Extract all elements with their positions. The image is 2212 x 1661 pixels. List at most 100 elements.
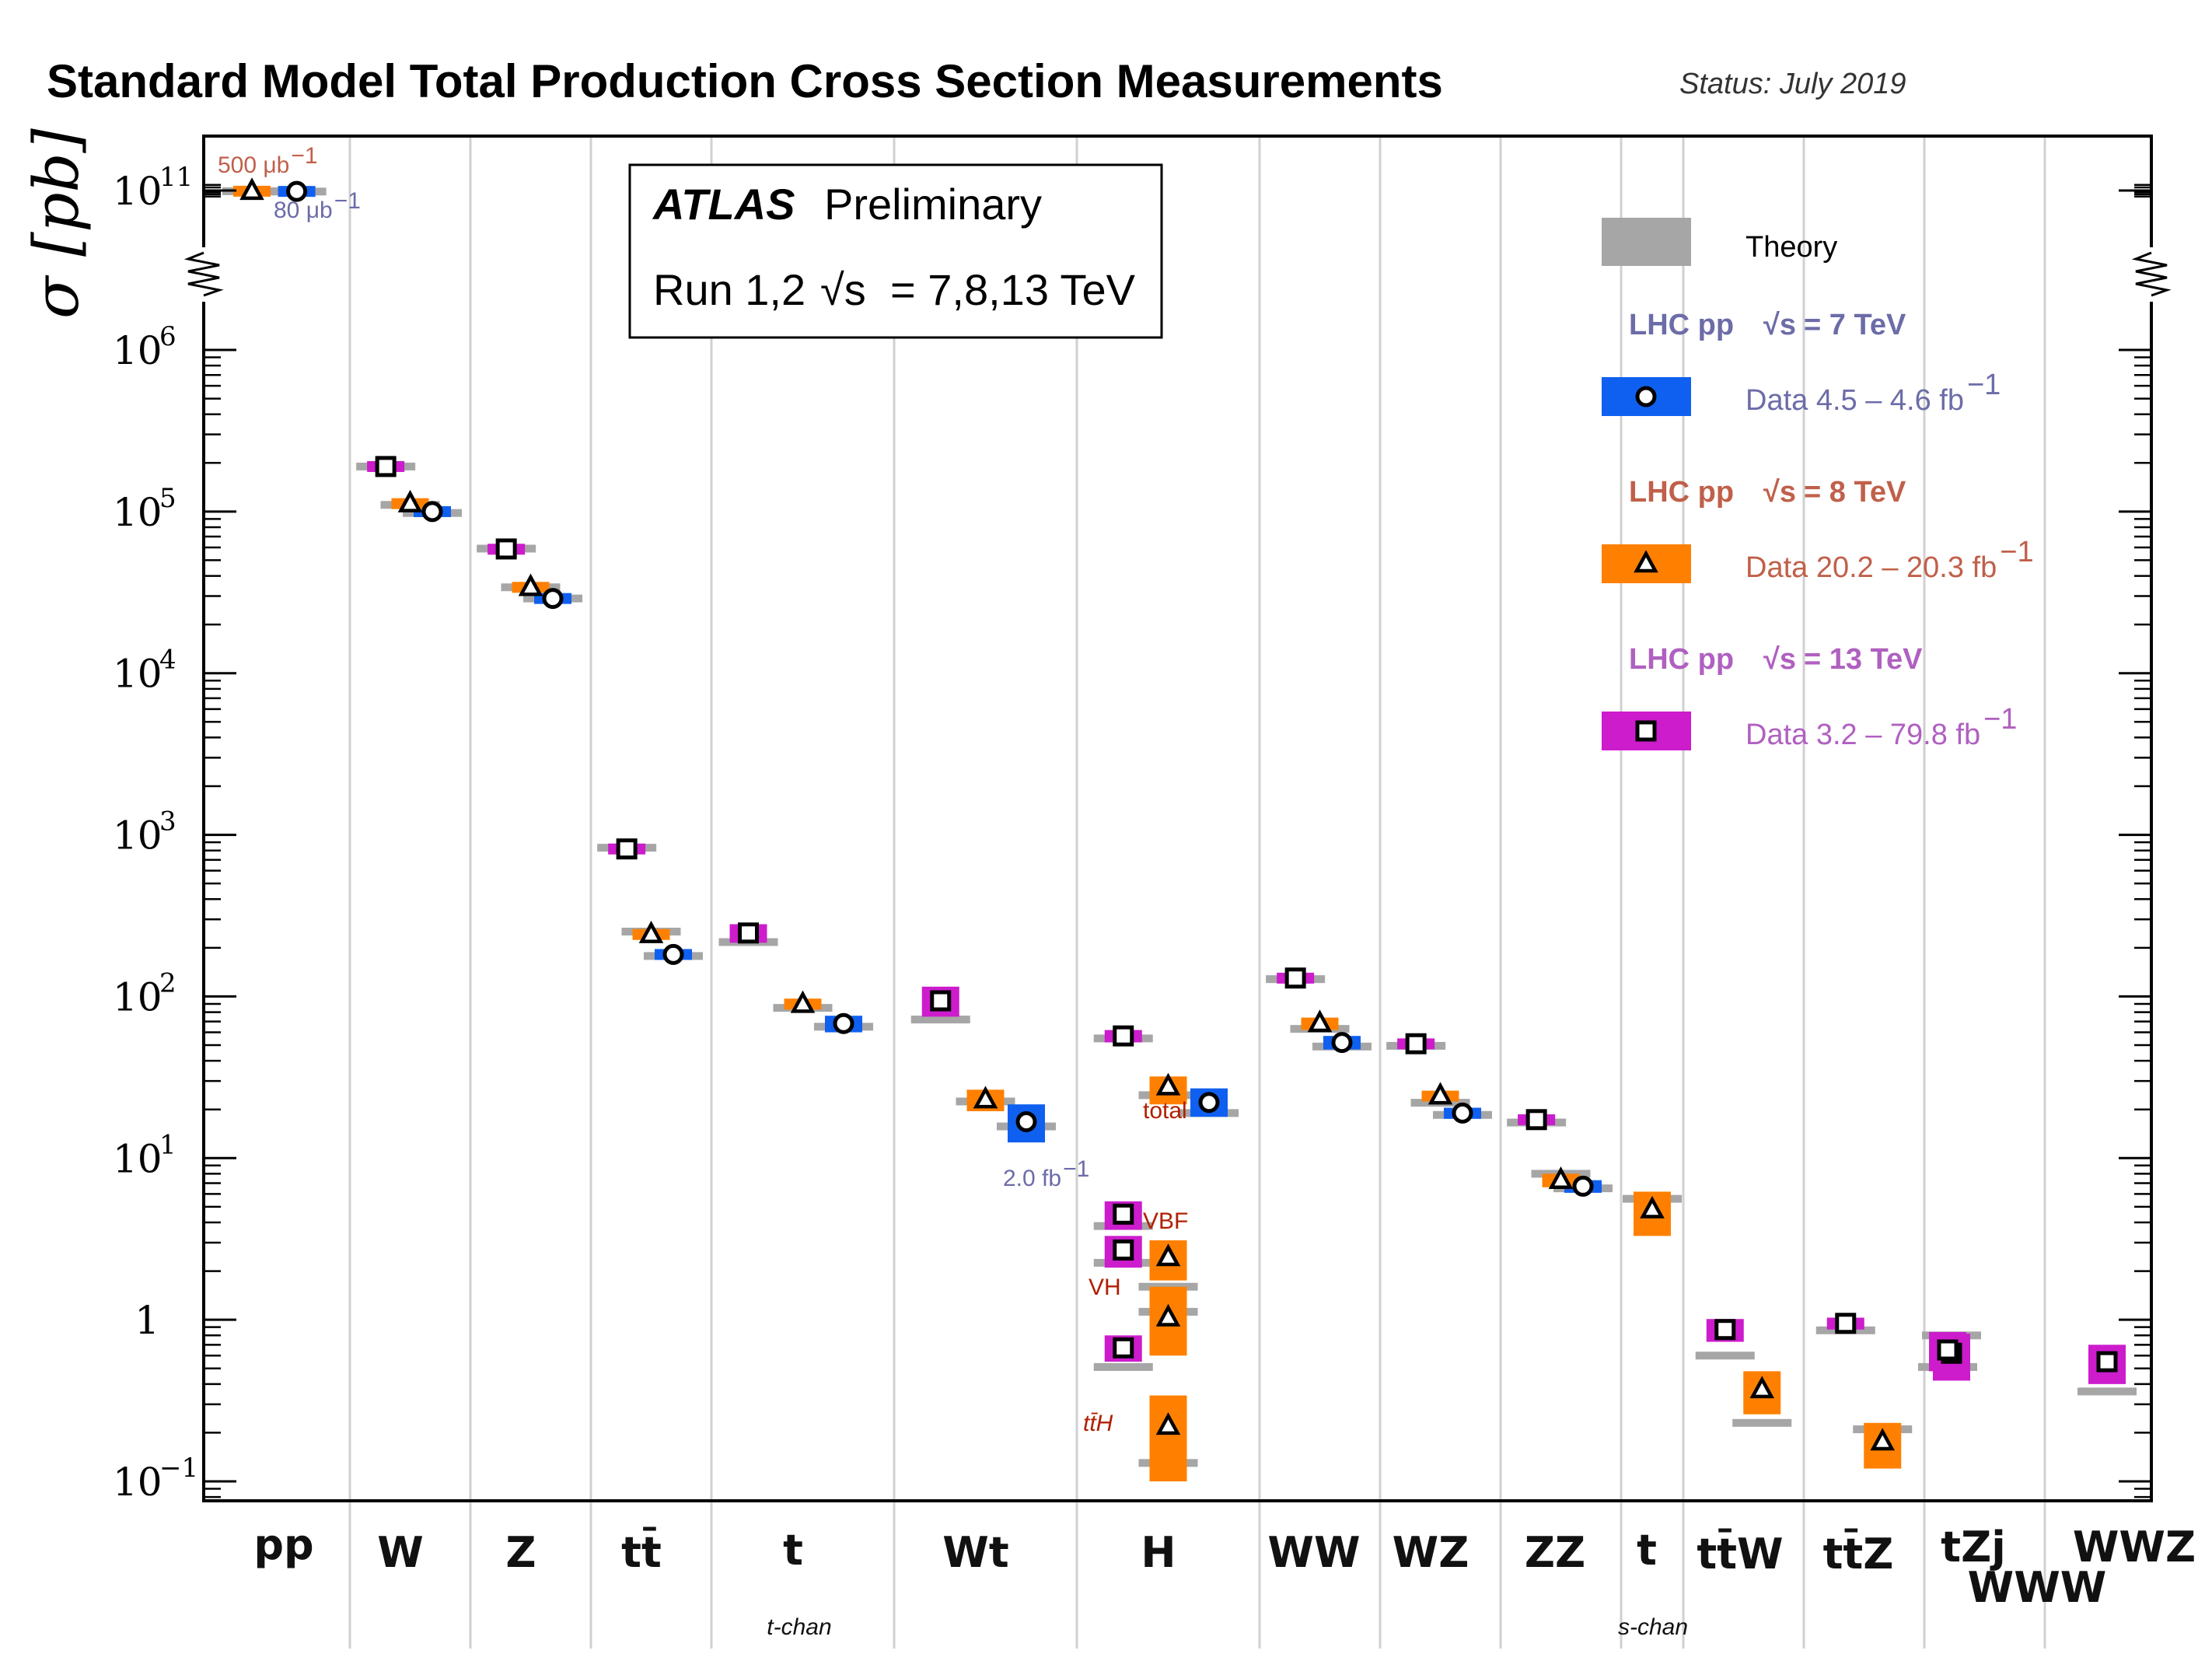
svg-text:4: 4 [159, 645, 176, 676]
data-point-square [1284, 967, 1306, 989]
annotation: 80 μb [274, 198, 333, 223]
annotation: VBF [1143, 1208, 1188, 1234]
chart-title: Standard Model Total Production Cross Se… [47, 55, 1443, 107]
category-label: t [783, 1526, 803, 1575]
svg-text:10: 10 [113, 490, 162, 535]
data-point-square [2096, 1351, 2118, 1373]
legend-data-label: Data 20.2 – 20.3 fb [1745, 551, 1997, 584]
data-point-square [1405, 1033, 1427, 1054]
category-label: H [1141, 1528, 1176, 1577]
data-point-square [738, 922, 759, 944]
data-point-triangle [1640, 1195, 1665, 1219]
data-point-square [1525, 1109, 1547, 1131]
svg-text:3: 3 [159, 806, 176, 837]
y-axis-ticks [204, 184, 2151, 1498]
data-point-circle [286, 180, 308, 202]
atlas-run: Run 1,2 [653, 265, 805, 314]
category-label: tt̄Z [1823, 1529, 1894, 1579]
data-point-square [1635, 720, 1657, 742]
data-point-triangle [1155, 1243, 1181, 1267]
y-tick-label: 10−1 [113, 1453, 198, 1505]
legend-sqrt-s: √s [1763, 643, 1796, 676]
data-point-square [375, 456, 397, 477]
theory-band [910, 1016, 970, 1024]
legend-data-label: Data 3.2 – 79.8 fb [1745, 719, 1980, 751]
legend-theory-swatch [1602, 218, 1691, 266]
category-label: W [377, 1528, 424, 1577]
theory-band [1695, 1352, 1755, 1360]
legend-header: LHC pp [1629, 476, 1734, 509]
svg-text:10: 10 [113, 328, 162, 373]
category-label: tt̄W [1697, 1529, 1783, 1579]
y-tick-label: 104 [113, 645, 176, 697]
data-point-triangle [1155, 1072, 1181, 1096]
data-point-square [1113, 1337, 1134, 1359]
data-point-circle [662, 943, 684, 965]
y-tick-label: 102 [113, 967, 176, 1019]
y-tick-label: 1 [135, 1298, 159, 1343]
svg-text:1: 1 [135, 1298, 159, 1343]
data-point-circle [542, 588, 564, 610]
annotation: VH [1089, 1275, 1121, 1300]
annotation: 500 μb [218, 152, 289, 178]
data-point-square [616, 838, 638, 860]
category-label: WWW [1968, 1563, 2107, 1612]
data-point-triangle [973, 1086, 998, 1109]
data-point-circle [421, 501, 443, 523]
y-tick-label: 105 [113, 483, 176, 535]
svg-text:10: 10 [113, 1136, 162, 1181]
data-point-circle [1452, 1102, 1473, 1124]
annotation-sup: −1 [334, 188, 361, 214]
svg-text:1: 1 [159, 1129, 176, 1160]
category-label: ZZ [1525, 1528, 1585, 1577]
data-point-circle [1572, 1175, 1594, 1197]
data-markers [239, 177, 2118, 1451]
data-point-square [1113, 1203, 1134, 1225]
legend-energy: = 13 TeV [1804, 643, 1923, 676]
y-tick-label: 101 [113, 1129, 176, 1181]
legend-theory-label: Theory [1745, 231, 1837, 264]
y-axis-label: σ [pb] [20, 128, 93, 319]
atlas-preliminary: Preliminary [824, 180, 1042, 229]
axis-break-left [183, 247, 224, 302]
data-point-triangle [1155, 1412, 1181, 1435]
atlas-label: ATLAS [652, 180, 795, 229]
legend-header: LHC pp [1629, 643, 1734, 676]
annotation-sup: −1 [291, 143, 317, 169]
data-point-square [1113, 1025, 1134, 1047]
svg-text:10: 10 [113, 813, 162, 858]
category-label: WZ [1393, 1528, 1469, 1577]
svg-text:6: 6 [159, 321, 176, 352]
data-point-triangle [1155, 1303, 1181, 1327]
legend-entry: LHC pp √s = 8 TeV Data 20.2 – 20.3 fb −1 [1602, 476, 2034, 584]
legend-data-sup: −1 [2000, 536, 2033, 568]
legend-sqrt-s: √s [1763, 476, 1796, 509]
category-sublabel: s-chan [1618, 1614, 1688, 1640]
data-point-triangle [518, 573, 543, 596]
legend-data-label: Data 4.5 – 4.6 fb [1745, 384, 1964, 417]
svg-text:10: 10 [113, 652, 162, 697]
data-point-triangle [1870, 1428, 1896, 1451]
y-tick-label: 103 [113, 806, 176, 858]
category-sublabel: t-chan [767, 1614, 831, 1640]
data-point-triangle [790, 990, 816, 1013]
annotation-sup: −1 [1063, 1156, 1089, 1182]
data-point-triangle [1634, 550, 1658, 573]
data-point-circle [833, 1012, 854, 1034]
svg-text:10: 10 [113, 974, 162, 1019]
data-point-square [1113, 1239, 1134, 1261]
category-label: WWZ [2073, 1523, 2196, 1572]
annotation: 2.0 fb [1003, 1166, 1061, 1191]
category-label: tZj [1941, 1523, 2005, 1572]
category-label: tt̄ [621, 1527, 662, 1577]
legend-entry: LHC pp √s = 7 TeV Data 4.5 – 4.6 fb −1 [1602, 309, 2001, 417]
data-uncertainty-box [1149, 1395, 1187, 1481]
svg-text:2: 2 [159, 967, 176, 998]
data-point-triangle [638, 920, 664, 943]
data-point-square [1937, 1339, 1959, 1361]
category-label: WW [1267, 1528, 1360, 1577]
